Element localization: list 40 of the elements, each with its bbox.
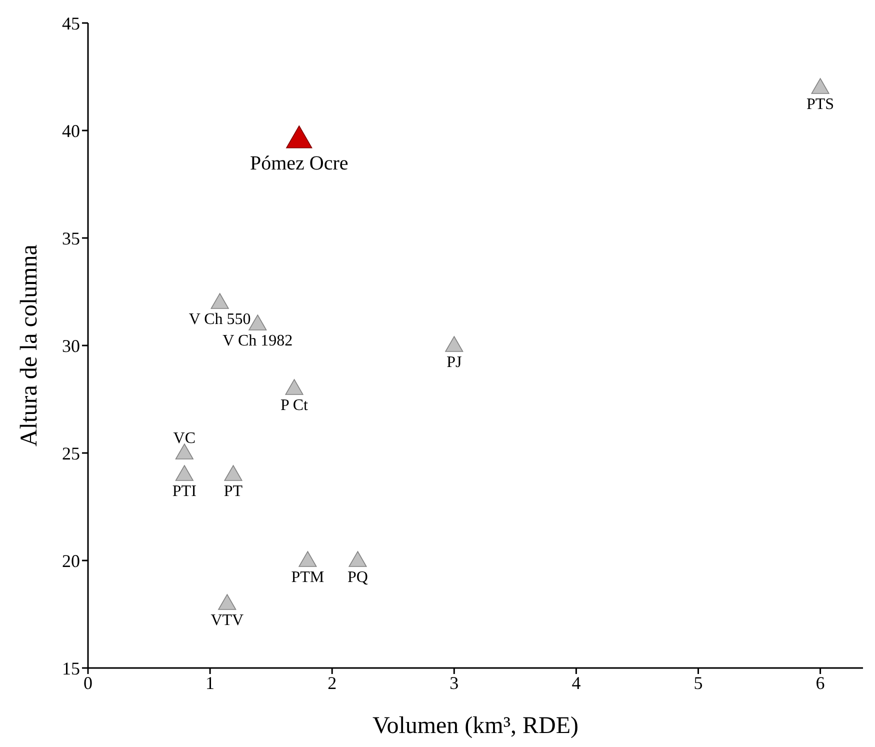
x-tick-label: 5 <box>694 672 703 693</box>
annotation: VTV <box>210 612 244 629</box>
point <box>445 336 464 352</box>
x-tick-label: 6 <box>816 672 825 693</box>
x-axis-title: Volumen (km³, RDE) <box>372 713 579 740</box>
y-tick-label: 15 <box>62 658 80 678</box>
annotation: PQ <box>348 568 368 586</box>
point <box>224 465 242 481</box>
point <box>210 293 229 309</box>
point <box>348 551 367 567</box>
x-tick-label: 1 <box>206 672 215 693</box>
annotation: PTI <box>172 482 196 500</box>
x-tick-label: 0 <box>84 672 92 693</box>
annotation: PJ <box>446 354 462 371</box>
point <box>175 465 194 481</box>
y-axis-title: Altura de la columna <box>16 244 43 446</box>
x-tick-label: 2 <box>328 672 337 693</box>
x-tick-label: 4 <box>572 672 581 693</box>
point <box>298 551 317 567</box>
y-tick-label: 25 <box>62 443 80 464</box>
point <box>811 78 830 94</box>
annotation: PT <box>224 482 243 500</box>
annotation: PTM <box>291 568 324 586</box>
annotation: P Ct <box>280 396 309 414</box>
y-tick-label: 35 <box>62 228 80 248</box>
point <box>285 379 304 395</box>
annotation: Pómez Ocre <box>250 152 348 174</box>
point <box>248 314 267 330</box>
annotation: VC <box>173 430 196 447</box>
y-tick-label: 20 <box>62 550 80 571</box>
point <box>175 444 194 460</box>
y-tick-label: 40 <box>62 120 80 141</box>
annotation: PTS <box>806 96 834 113</box>
x-tick-label: 3 <box>450 672 459 693</box>
y-tick-label: 45 <box>62 13 80 34</box>
y-tick-label: 30 <box>62 336 80 356</box>
point <box>218 594 236 610</box>
point <box>286 126 312 148</box>
annotation: V Ch 550 <box>188 310 251 328</box>
annotation: V Ch 1982 <box>222 332 293 350</box>
